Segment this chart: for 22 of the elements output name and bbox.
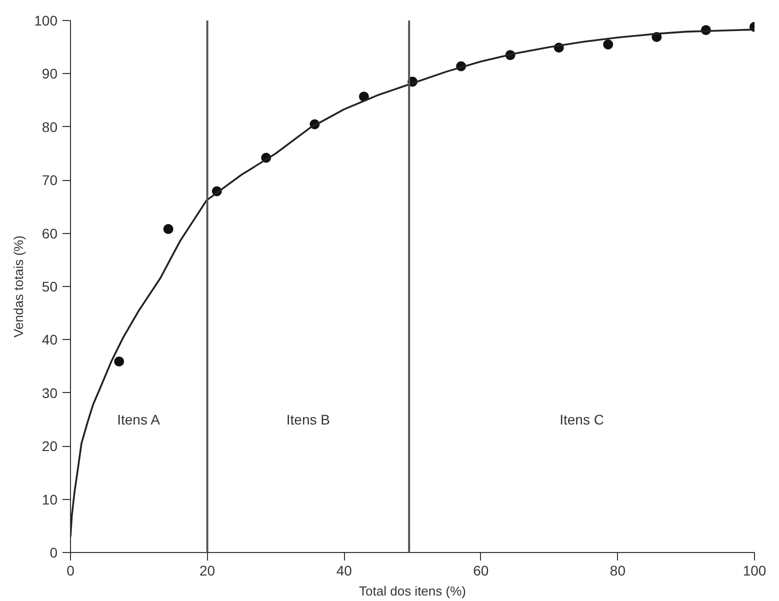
annotation: Itens B xyxy=(286,412,330,428)
y-tick-label: 40 xyxy=(42,332,58,348)
x-tick-label: 40 xyxy=(336,562,352,578)
y-tick-label: 60 xyxy=(42,225,58,242)
y-tick-label: 20 xyxy=(42,438,58,454)
x-tick-label: 0 xyxy=(66,562,75,578)
y-tick-label: 90 xyxy=(42,66,58,82)
y-tick-label: 30 xyxy=(42,384,58,401)
annotation: Itens C xyxy=(560,412,604,428)
annotation: Itens A xyxy=(117,412,161,428)
x-tick-label: 80 xyxy=(610,562,626,578)
x-tick-label: 20 xyxy=(200,562,216,578)
y-tick-label: 100 xyxy=(34,12,58,28)
y-tick-label: 0 xyxy=(50,544,58,560)
y-tick-label: 50 xyxy=(42,278,58,294)
y-tick-label: 10 xyxy=(42,491,58,508)
y-axis-title: Vendas totais (%) xyxy=(11,236,26,338)
y-tick-label: 80 xyxy=(42,118,58,135)
x-tick-label: 100 xyxy=(742,562,766,578)
x-tick-label: 60 xyxy=(473,562,489,578)
x-axis-title: Total dos itens (%) xyxy=(359,584,466,598)
y-tick-label: 70 xyxy=(42,172,58,188)
